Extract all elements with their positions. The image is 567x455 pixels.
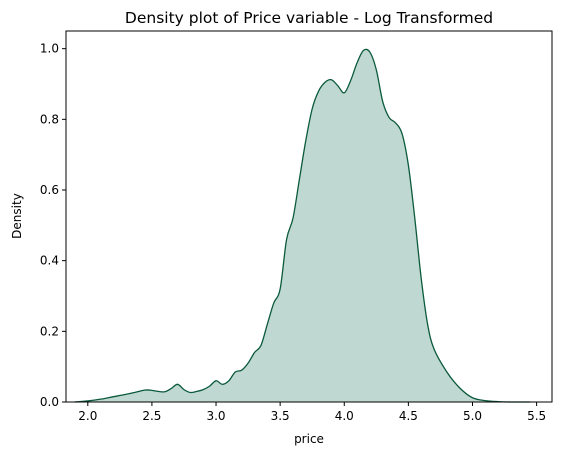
y-tick-label: 0.6	[40, 183, 59, 197]
y-tick-label: 0.4	[40, 254, 59, 268]
density-line	[74, 48, 531, 403]
y-axis-label: Density	[10, 193, 24, 239]
plot-area	[74, 48, 531, 403]
y-tick-label: 1.0	[40, 42, 59, 56]
x-tick-label: 4.5	[399, 409, 418, 423]
x-tick-label: 5.5	[527, 409, 546, 423]
x-tick-label: 3.5	[271, 409, 290, 423]
y-axis: 0.0 0.2 0.4 0.6 0.8 1.0	[40, 42, 66, 409]
x-tick-label: 5.0	[463, 409, 482, 423]
y-tick-label: 0.8	[40, 112, 59, 126]
axes-frame	[65, 30, 553, 403]
x-axis-label: price	[294, 432, 324, 446]
x-tick-label: 2.0	[78, 409, 97, 423]
x-axis: 2.0 2.5 3.0 3.5 4.0 4.5 5.0 5.5	[78, 402, 546, 423]
density-area	[74, 49, 531, 403]
x-tick-label: 4.0	[335, 409, 354, 423]
chart-title: Density plot of Price variable - Log Tra…	[125, 9, 493, 27]
y-tick-label: 0.0	[40, 395, 59, 409]
x-tick-label: 3.0	[206, 409, 225, 423]
x-tick-label: 2.5	[142, 409, 161, 423]
y-tick-label: 0.2	[40, 324, 59, 338]
